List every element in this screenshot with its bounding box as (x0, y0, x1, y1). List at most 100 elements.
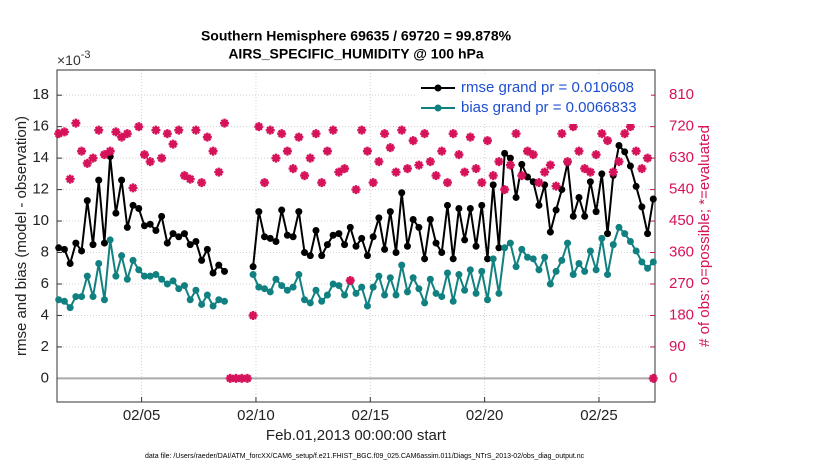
y-tick-label: 10 (32, 212, 49, 229)
x-tick-label: 02/25 (580, 407, 618, 424)
series-marker (495, 244, 503, 252)
series-marker (615, 142, 623, 150)
series-marker (78, 293, 86, 301)
series-marker (592, 208, 600, 216)
count-marker (380, 129, 390, 139)
series-marker (449, 297, 457, 305)
series-marker (535, 266, 543, 274)
x-tick-label: 02/05 (123, 407, 161, 424)
count-marker (191, 125, 201, 135)
count-marker (580, 164, 590, 174)
series-marker (558, 256, 566, 264)
y2-tick-label: 0 (669, 369, 677, 386)
count-marker (71, 118, 81, 128)
axes-box (56, 69, 656, 403)
series-marker (249, 263, 257, 271)
series-marker (152, 226, 160, 234)
count-marker (494, 157, 504, 167)
series-marker (106, 236, 114, 244)
series-marker (644, 264, 652, 272)
series-marker (426, 215, 434, 223)
series-marker (529, 255, 537, 263)
legend-label: rmse grand pr = 0.010608 (461, 79, 634, 96)
y-tick-label: 6 (41, 275, 49, 292)
count-marker (637, 164, 647, 174)
count-marker (179, 171, 189, 181)
count-marker (122, 129, 132, 139)
series-marker (152, 271, 160, 279)
series-marker (169, 277, 177, 285)
count-marker (271, 153, 281, 163)
series-marker (432, 239, 440, 247)
x-axis-label: Feb.01,2013 00:00:00 start (266, 427, 447, 444)
series-marker (146, 272, 154, 280)
series-marker (575, 260, 583, 268)
series-marker (329, 231, 337, 239)
y-tick-label: 12 (32, 181, 49, 198)
series-marker (123, 223, 131, 231)
series-marker (118, 176, 126, 184)
count-marker (151, 125, 161, 135)
series-marker (483, 255, 491, 263)
series-marker (335, 230, 343, 238)
series-marker (592, 266, 600, 274)
series-marker (55, 244, 63, 252)
count-marker (328, 125, 338, 135)
series-marker (323, 241, 331, 249)
series-marker (512, 193, 520, 201)
series-marker (175, 233, 183, 241)
series-marker (203, 291, 211, 299)
series-marker (586, 247, 594, 255)
x-tick-label: 02/10 (237, 407, 275, 424)
series-marker (438, 293, 446, 301)
count-marker (317, 178, 327, 188)
y2-tick-label: 450 (669, 212, 694, 229)
series-marker (363, 252, 371, 260)
series-marker (192, 238, 200, 246)
y-tick-label: 2 (41, 338, 49, 355)
series-marker (163, 239, 171, 247)
series-marker (478, 267, 486, 275)
legend-marker (434, 84, 442, 92)
series-marker (392, 249, 400, 257)
series-marker (632, 247, 640, 255)
count-marker (88, 153, 98, 163)
count-marker (397, 125, 407, 135)
y2-tick-label: 720 (669, 118, 694, 135)
count-marker (574, 146, 584, 156)
y-axis-label: rmse and bias (model - observation) (13, 116, 30, 356)
count-marker (202, 132, 212, 142)
series-marker (506, 239, 514, 247)
series-marker (283, 231, 291, 239)
series-marker (266, 234, 274, 242)
count-marker (448, 129, 458, 139)
count-marker (551, 181, 561, 191)
series-marker (221, 297, 229, 305)
series-marker (66, 260, 74, 268)
count-marker (248, 310, 258, 320)
count-marker (585, 167, 595, 177)
series-marker (312, 286, 320, 294)
series-marker (506, 154, 514, 162)
series-marker (569, 271, 577, 279)
series-marker (215, 261, 223, 269)
count-marker (208, 146, 218, 156)
count-marker (408, 136, 418, 146)
series-marker (55, 296, 63, 304)
series-marker (363, 302, 371, 310)
count-marker (568, 122, 578, 132)
count-marker (482, 136, 492, 146)
count-marker (157, 153, 167, 163)
series-marker (158, 275, 166, 283)
series-marker (209, 302, 217, 310)
count-marker (214, 167, 224, 177)
series-marker (564, 239, 572, 247)
y2-tick-label: 810 (669, 86, 694, 103)
count-marker (59, 127, 69, 137)
count-marker (643, 153, 653, 163)
series-marker (358, 283, 366, 291)
series-marker (60, 297, 68, 305)
series-marker (180, 230, 188, 238)
count-marker (437, 146, 447, 156)
series-marker (518, 160, 526, 168)
